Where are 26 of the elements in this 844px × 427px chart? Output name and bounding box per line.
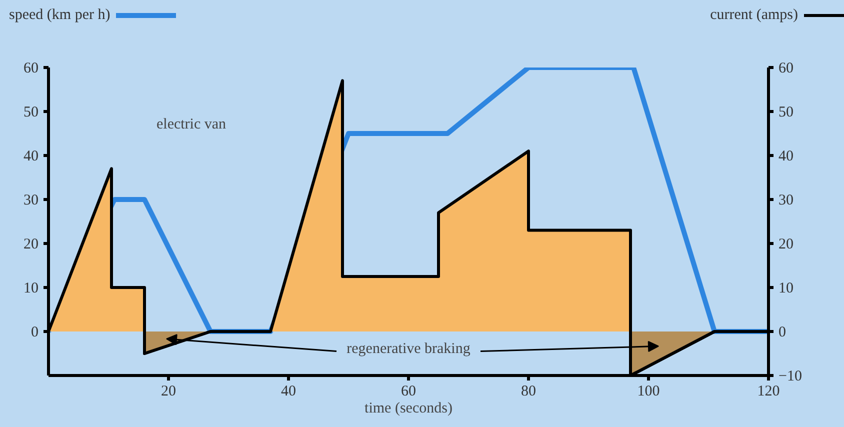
y-tick-label: 30 — [24, 192, 38, 208]
y-tick-label: 0 — [31, 324, 38, 340]
x-axis-title: time (seconds) — [364, 400, 452, 416]
y-tick-label: 20 — [24, 236, 38, 252]
y-tick-label: 40 — [24, 148, 38, 164]
y2label: current (amps) — [710, 5, 844, 26]
x-tick-label: 80 — [521, 384, 536, 400]
y2-tick-label: 50 — [778, 104, 794, 120]
y2-tick-label: 20 — [778, 236, 794, 252]
y2-tick-label: 60 — [778, 60, 794, 76]
x-tick-label: 100 — [637, 384, 660, 400]
ylabel: speed (km per h) — [9, 5, 176, 26]
annotation: electric van — [156, 116, 227, 133]
y-tick-label: 10 — [24, 280, 38, 296]
y2-tick-label: 0 — [778, 324, 786, 340]
y2-tick-label: 30 — [778, 192, 794, 208]
y2-tick-label: 40 — [778, 148, 794, 164]
x-tick-label: 20 — [161, 384, 176, 400]
y-tick-label: 60 — [24, 60, 38, 76]
y2-tick-label: 10 — [778, 280, 794, 296]
x-tick-label: 40 — [281, 384, 296, 400]
x-tick-label: 120 — [757, 384, 780, 400]
y2-tick-label: −10 — [778, 368, 802, 384]
annotation: regenerative braking — [346, 341, 471, 358]
y-tick-label: 50 — [24, 104, 38, 120]
x-tick-label: 60 — [401, 384, 416, 400]
